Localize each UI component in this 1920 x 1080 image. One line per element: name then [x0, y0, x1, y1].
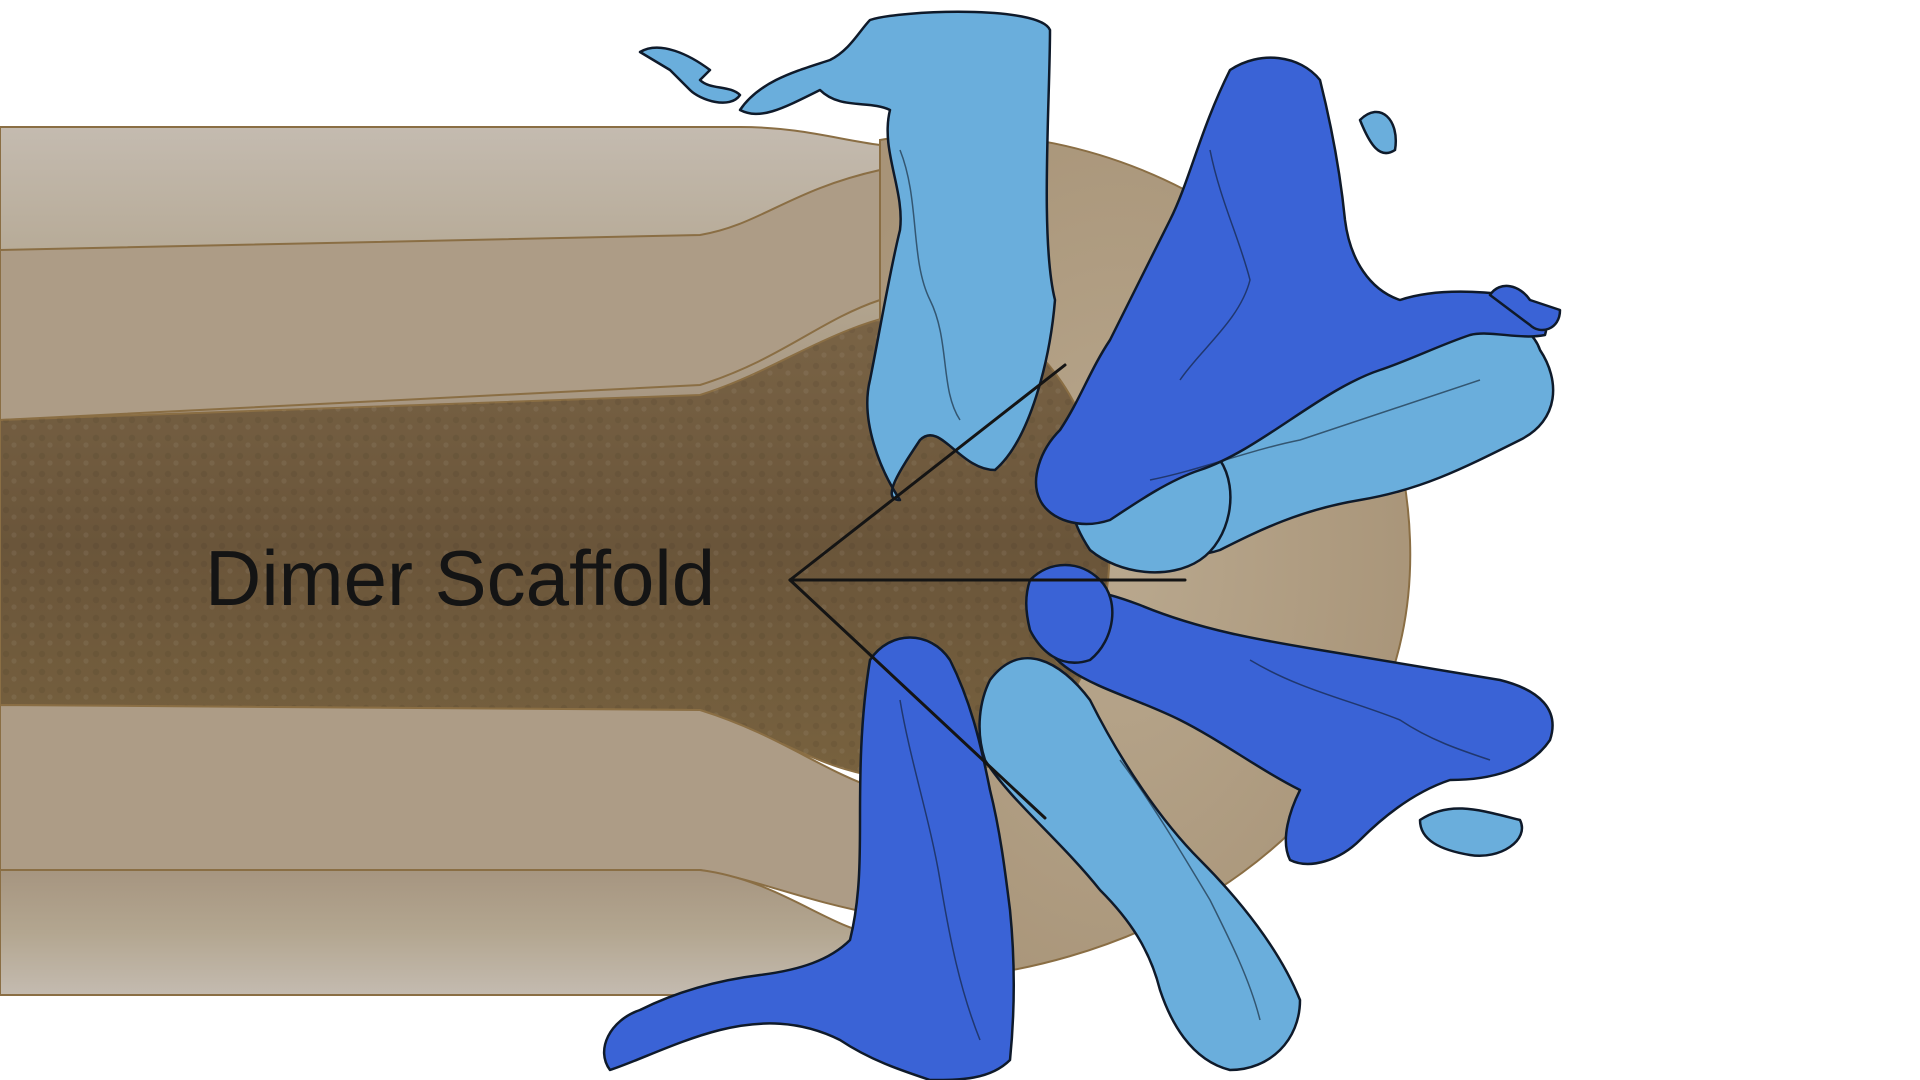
protein-dark-top — [1034, 56, 1548, 526]
protein-light-lower — [978, 656, 1524, 1072]
dimer-scaffold-label: Dimer Scaffold — [205, 534, 715, 622]
leader-line-lower — [788, 578, 1047, 820]
leader-line-upper — [788, 363, 1067, 582]
protein-dimer-icon — [602, 56, 1562, 1080]
protein-dark-tail — [1488, 284, 1562, 332]
label-leader-lines — [788, 363, 1187, 820]
protein-light-top — [638, 10, 1057, 502]
protein-dark-center — [1025, 563, 1114, 664]
protein-dark-right-lower — [1035, 587, 1554, 866]
protein-surface-contours — [899, 149, 1491, 1041]
protein-dark-lower-left — [602, 636, 1015, 1080]
